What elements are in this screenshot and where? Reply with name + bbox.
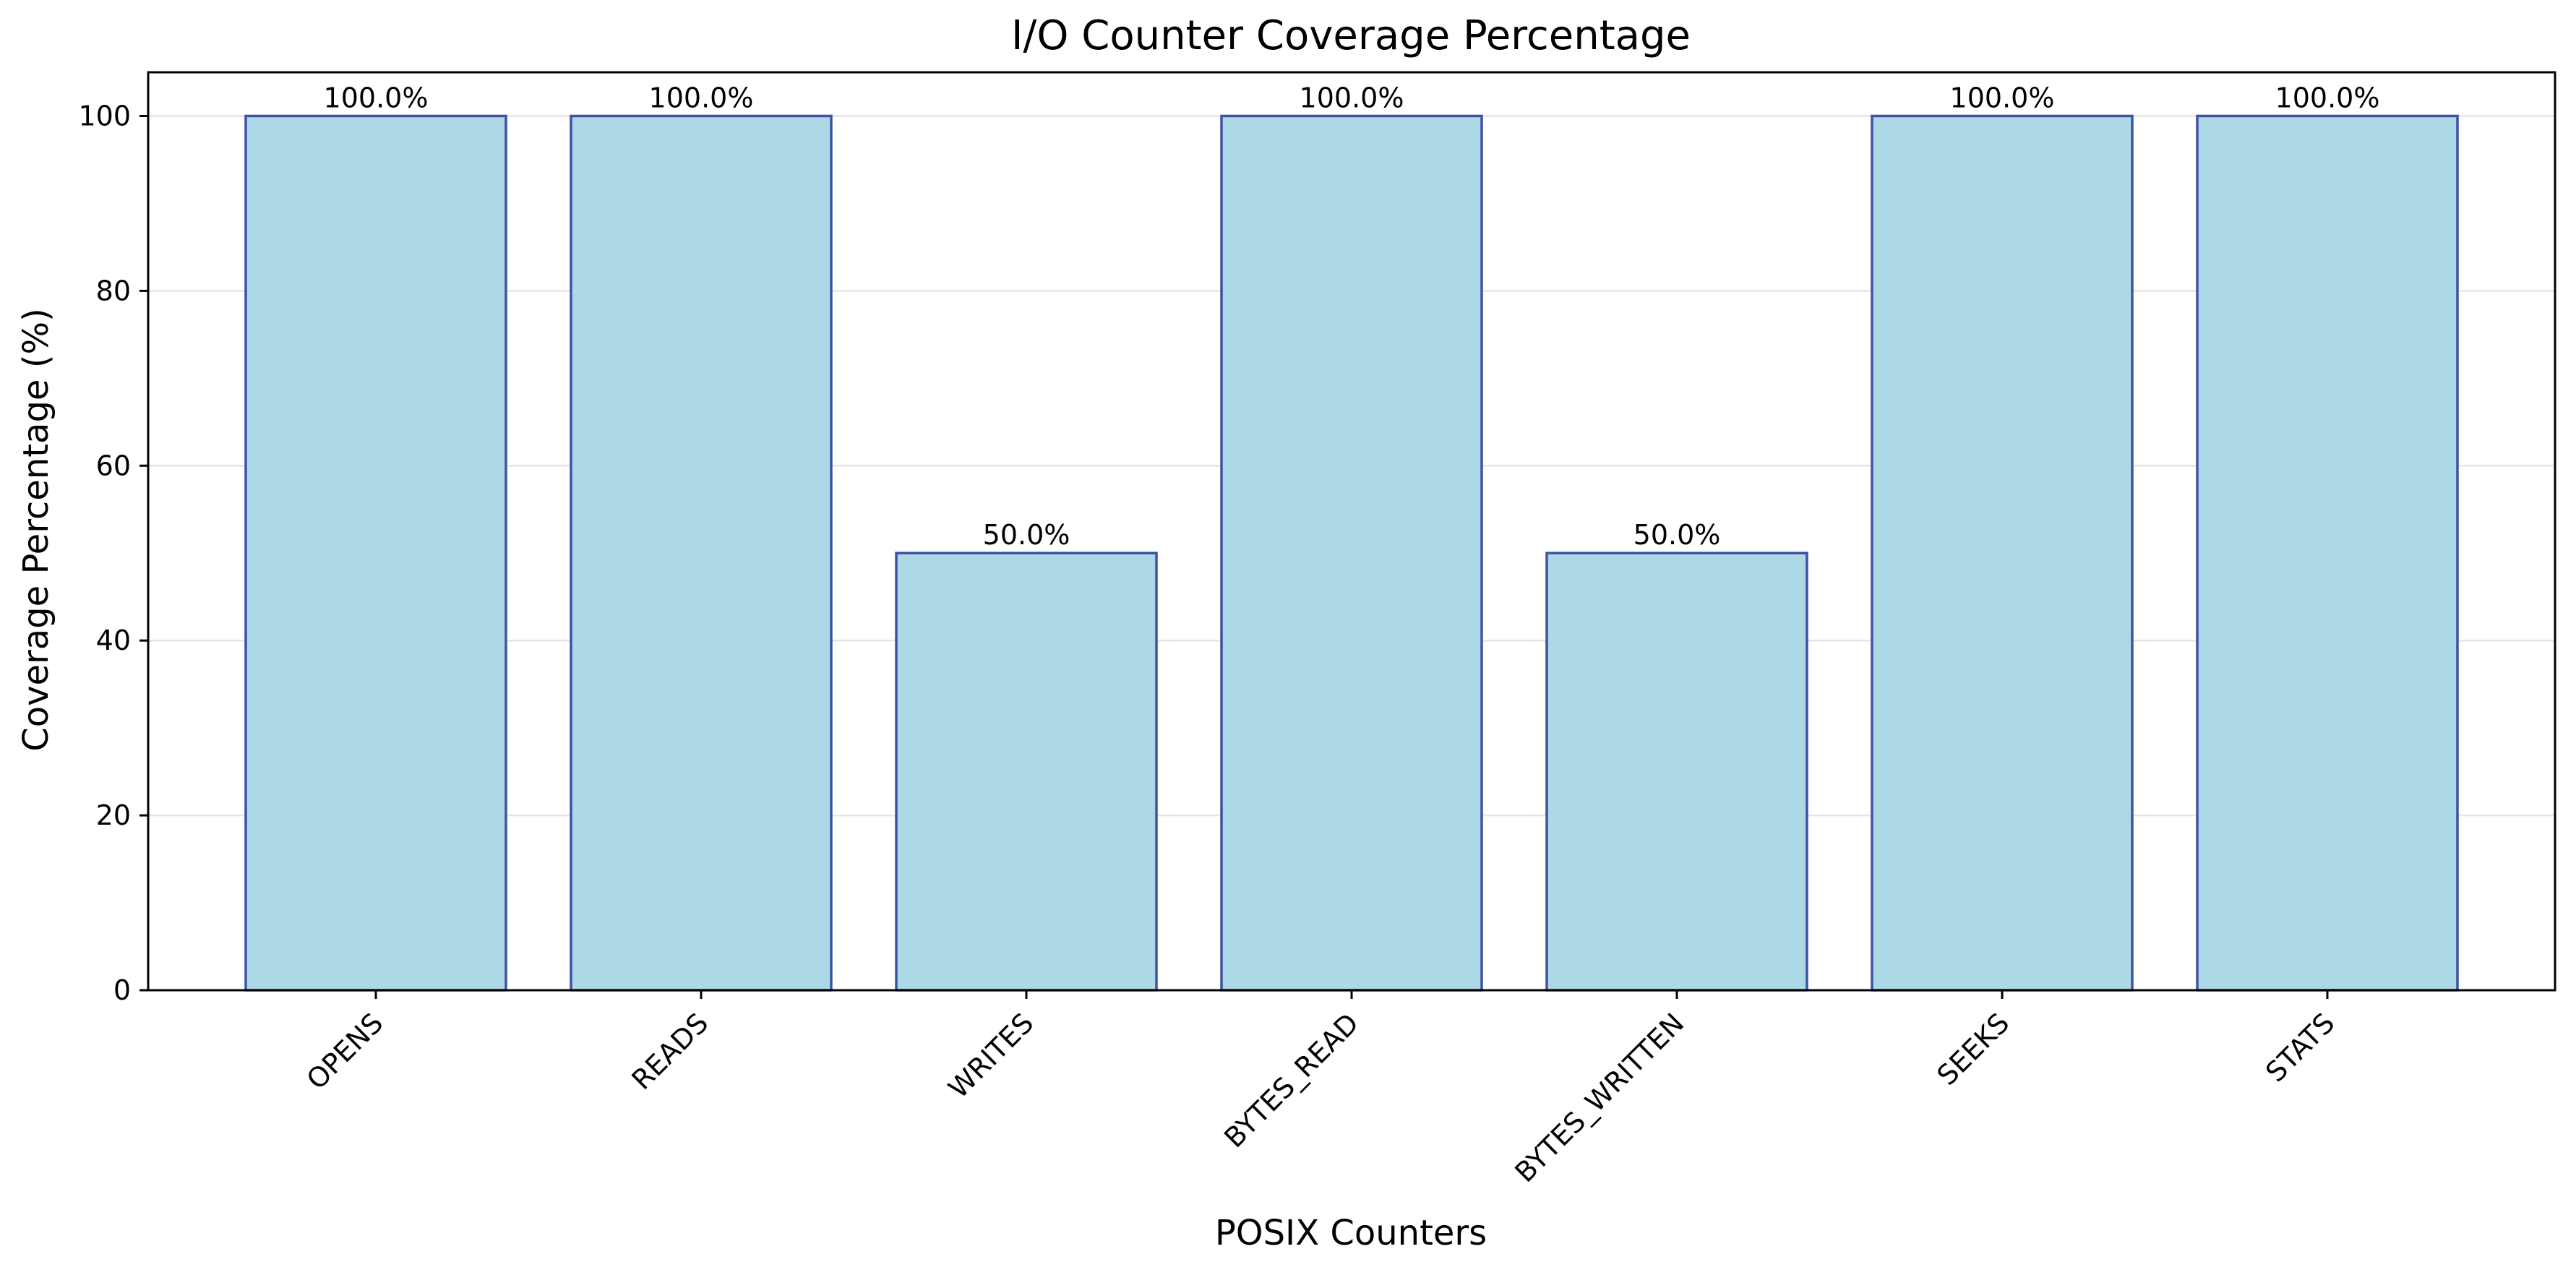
bar-value-label: 100.0% (1950, 82, 2055, 113)
x-axis-label: POSIX Counters (1215, 1213, 1487, 1253)
bar (2196, 114, 2459, 992)
bar (1545, 551, 1808, 992)
bar-value-label: 100.0% (649, 82, 754, 113)
bar-value-label: 100.0% (1300, 82, 1404, 113)
y-tick-label: 20 (96, 799, 131, 831)
bar-value-label: 50.0% (983, 519, 1070, 551)
y-axis-ticks: 0 20 40 60 80 100 (78, 100, 148, 1006)
bar-value-label: 50.0% (1633, 519, 1721, 551)
y-tick-label: 80 (96, 275, 131, 306)
y-tick-label: 60 (96, 450, 131, 481)
bar (244, 114, 507, 992)
y-axis-label: Coverage Percentage (%) (16, 308, 56, 752)
bar (895, 551, 1158, 992)
bar-value-label: 100.0% (2275, 82, 2380, 113)
bar-value-label: 100.0% (324, 82, 429, 113)
chart-title: I/O Counter Coverage Percentage (1011, 12, 1691, 59)
bars (244, 114, 2459, 992)
value-labels: 100.0% 100.0% 50.0% 100.0% 50.0% 100.0% 100.0% (324, 82, 2380, 551)
bar (1220, 114, 1483, 992)
y-tick-label: 0 (113, 974, 131, 1006)
bar (570, 114, 833, 992)
bar (1871, 114, 2134, 992)
y-tick-label: 40 (96, 624, 131, 656)
y-tick-label: 100 (78, 100, 131, 132)
